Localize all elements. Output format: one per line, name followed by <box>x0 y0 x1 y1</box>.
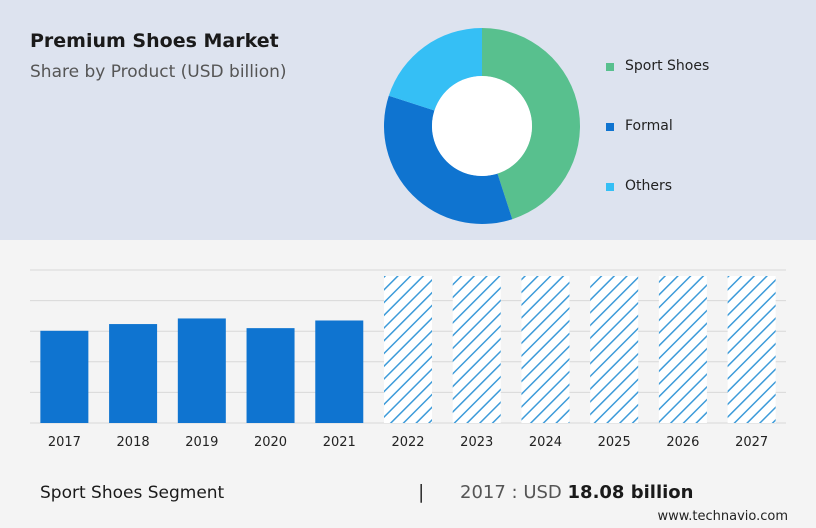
page-title: Premium Shoes Market <box>30 30 279 52</box>
legend-swatch-formal <box>606 123 614 131</box>
legend-swatch-others <box>606 183 614 191</box>
forecast-bar-2022 <box>384 276 432 423</box>
donut-slice-formal <box>384 95 513 224</box>
legend-label-formal: Formal <box>625 118 673 134</box>
x-tick-2025: 2025 <box>598 435 631 450</box>
segment-value: 2017 : USD 18.08 billion <box>460 482 693 503</box>
forecast-bar-2027 <box>727 276 776 423</box>
x-tick-2018: 2018 <box>117 435 150 450</box>
footer-separator: | <box>418 481 425 503</box>
x-tick-2022: 2022 <box>391 435 424 450</box>
forecast-bar-2023 <box>452 276 501 423</box>
bar-2018 <box>109 324 158 423</box>
segment-value-year: 2017 : USD <box>460 482 562 503</box>
bar-2021 <box>315 320 364 423</box>
legend-item-sport-shoes: Sport Shoes <box>606 58 709 118</box>
donut-slice-sport-shoes <box>482 28 580 220</box>
donut-legend: Sport Shoes Formal Others <box>606 58 709 238</box>
donut-chart <box>384 27 580 224</box>
legend-swatch-sport-shoes <box>606 63 614 71</box>
x-tick-2019: 2019 <box>185 435 218 450</box>
x-tick-2023: 2023 <box>460 435 493 450</box>
x-tick-2017: 2017 <box>48 435 81 450</box>
bar-2017 <box>40 330 89 423</box>
donut-hole <box>432 76 532 176</box>
forecast-bar-2024 <box>521 276 570 423</box>
x-tick-2021: 2021 <box>323 435 356 450</box>
legend-item-others: Others <box>606 178 709 238</box>
forecast-bar-2025 <box>590 276 639 423</box>
x-tick-2027: 2027 <box>735 435 768 450</box>
legend-label-others: Others <box>625 178 673 194</box>
legend-label-sport-shoes: Sport Shoes <box>625 58 710 74</box>
page-subtitle: Share by Product (USD billion) <box>30 62 287 82</box>
website-link[interactable]: www.technavio.com <box>657 509 788 524</box>
x-tick-2026: 2026 <box>666 435 699 450</box>
donut-slice-others <box>388 27 482 111</box>
x-tick-2020: 2020 <box>254 435 287 450</box>
legend-item-formal: Formal <box>606 118 709 178</box>
bar-chart: 2017 2018 2019 2020 2021 2022 2023 2024 2025 2026… <box>30 269 786 450</box>
segment-value-amount: 18.08 billion <box>567 482 694 503</box>
segment-label: Sport Shoes Segment <box>40 483 225 503</box>
bar-2020 <box>246 328 295 423</box>
x-tick-2024: 2024 <box>529 435 562 450</box>
bar-2019 <box>177 318 226 423</box>
forecast-bar-2026 <box>658 276 707 423</box>
